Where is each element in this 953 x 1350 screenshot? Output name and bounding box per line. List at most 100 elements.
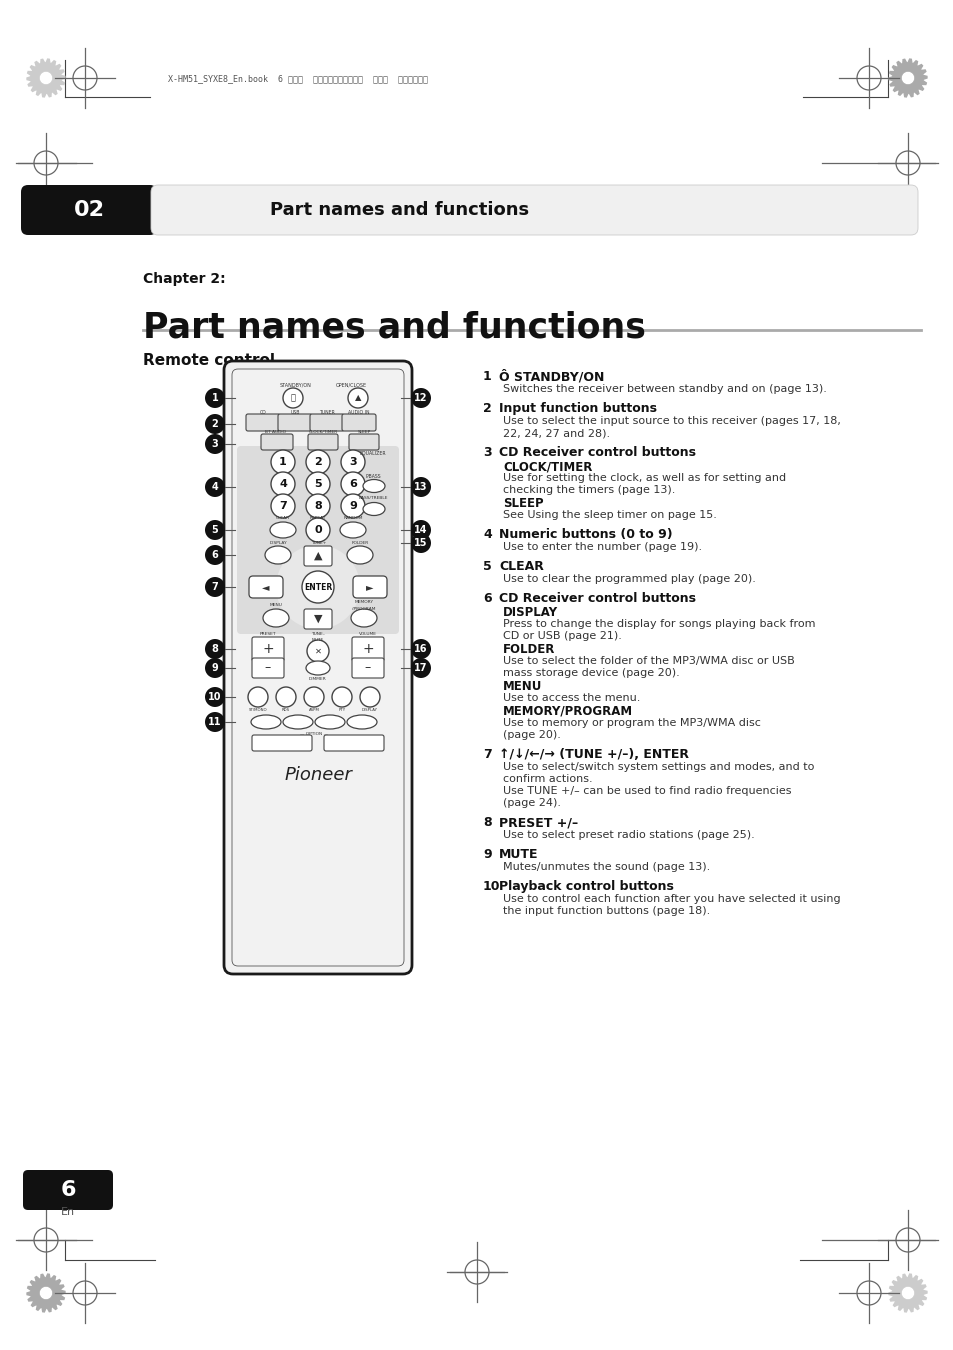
Text: 0: 0 — [314, 525, 321, 535]
Circle shape — [340, 472, 365, 495]
Text: 13: 13 — [414, 482, 427, 491]
Circle shape — [304, 687, 324, 707]
Ellipse shape — [283, 716, 313, 729]
Text: Use to access the menu.: Use to access the menu. — [502, 693, 639, 703]
Circle shape — [411, 387, 431, 408]
Text: 9: 9 — [482, 848, 491, 861]
Circle shape — [205, 687, 225, 707]
Ellipse shape — [347, 545, 373, 564]
Text: ⏻: ⏻ — [291, 393, 295, 402]
Text: DISPLAY: DISPLAY — [502, 606, 558, 620]
Ellipse shape — [270, 522, 295, 539]
Text: Press to change the display for songs playing back from: Press to change the display for songs pl… — [502, 620, 815, 629]
Circle shape — [411, 639, 431, 659]
Polygon shape — [888, 1274, 926, 1312]
Text: CD or USB (page 21).: CD or USB (page 21). — [502, 630, 621, 641]
Text: Use to select the input source to this receiver (pages 17, 18,: Use to select the input source to this r… — [502, 416, 840, 427]
FancyBboxPatch shape — [23, 1170, 112, 1210]
Text: Ô STANDBY/ON: Ô STANDBY/ON — [498, 370, 604, 383]
Text: DISPLAY: DISPLAY — [361, 707, 377, 711]
Text: Use for setting the clock, as well as for setting and: Use for setting the clock, as well as fo… — [502, 472, 785, 483]
Text: ↑/↓/←/→ (TUNE +/–), ENTER: ↑/↓/←/→ (TUNE +/–), ENTER — [498, 748, 688, 761]
Text: Numeric buttons (0 to 9): Numeric buttons (0 to 9) — [498, 528, 672, 541]
Text: ✕: ✕ — [314, 647, 321, 656]
Circle shape — [359, 687, 379, 707]
Text: MEMORY: MEMORY — [355, 599, 374, 603]
Circle shape — [340, 450, 365, 474]
Text: CLEAR: CLEAR — [498, 560, 543, 572]
Circle shape — [39, 1287, 52, 1300]
Text: EQUALIZER: EQUALIZER — [359, 451, 386, 455]
Text: –: – — [364, 662, 371, 675]
Text: (page 24).: (page 24). — [502, 798, 560, 809]
Text: PTY: PTY — [338, 707, 345, 711]
Text: Use to select the folder of the MP3/WMA disc or USB: Use to select the folder of the MP3/WMA … — [502, 656, 794, 666]
FancyBboxPatch shape — [252, 734, 312, 751]
Text: RANDOM: RANDOM — [343, 516, 362, 520]
Circle shape — [275, 687, 295, 707]
Text: En: En — [61, 1207, 75, 1216]
Text: PRESET +/–: PRESET +/– — [498, 815, 578, 829]
Text: See Using the sleep timer on page 15.: See Using the sleep timer on page 15. — [502, 510, 716, 520]
Text: Switches the receiver between standby and on (page 13).: Switches the receiver between standby an… — [502, 383, 826, 394]
Ellipse shape — [347, 716, 376, 729]
Text: DISPLAY: DISPLAY — [269, 541, 287, 545]
Text: CD Receiver control buttons: CD Receiver control buttons — [498, 446, 696, 459]
Text: 1: 1 — [482, 370, 491, 383]
Text: 10: 10 — [482, 880, 500, 892]
Text: Use to enter the number (page 19).: Use to enter the number (page 19). — [502, 541, 701, 552]
FancyBboxPatch shape — [353, 576, 387, 598]
Circle shape — [348, 387, 368, 408]
Circle shape — [205, 433, 225, 454]
Text: 10: 10 — [208, 693, 221, 702]
Text: confirm actions.: confirm actions. — [502, 774, 592, 784]
Circle shape — [306, 494, 330, 518]
Text: REPEAT: REPEAT — [310, 516, 326, 520]
Text: checking the timers (page 13).: checking the timers (page 13). — [502, 485, 675, 495]
Ellipse shape — [363, 502, 385, 516]
Text: BASS/TREBLE: BASS/TREBLE — [358, 495, 387, 500]
Text: 6: 6 — [482, 593, 491, 605]
FancyBboxPatch shape — [304, 609, 332, 629]
Text: 5: 5 — [314, 479, 321, 489]
Text: 4: 4 — [212, 482, 218, 491]
Text: ▲: ▲ — [355, 393, 361, 402]
Circle shape — [901, 1287, 914, 1300]
Text: 6: 6 — [349, 479, 356, 489]
Text: ENTER: ENTER — [304, 582, 332, 591]
Text: 8: 8 — [314, 501, 321, 512]
Text: ASPM: ASPM — [308, 707, 319, 711]
Text: Use to control each function after you have selected it using: Use to control each function after you h… — [502, 894, 840, 904]
Text: CLEAR: CLEAR — [275, 516, 290, 520]
Text: 3: 3 — [482, 446, 491, 459]
Text: Chapter 2:: Chapter 2: — [143, 271, 226, 286]
Circle shape — [340, 494, 365, 518]
Text: 1: 1 — [212, 393, 218, 404]
Text: X-HM51_SYXE8_En.book  6 ページ  ２０１３年３月２８日  木曜日  午後２時１分: X-HM51_SYXE8_En.book 6 ページ ２０１３年３月２８日 木曜… — [168, 74, 428, 84]
Text: ►: ► — [366, 582, 374, 593]
Circle shape — [411, 657, 431, 678]
Text: PRESET: PRESET — [259, 632, 276, 636]
Text: 14: 14 — [414, 525, 427, 535]
Circle shape — [332, 687, 352, 707]
Text: 6: 6 — [60, 1180, 75, 1200]
FancyBboxPatch shape — [308, 433, 337, 450]
Text: 7: 7 — [482, 748, 491, 761]
FancyBboxPatch shape — [261, 433, 293, 450]
Text: 3: 3 — [349, 458, 356, 467]
Circle shape — [306, 450, 330, 474]
Text: Input function buttons: Input function buttons — [498, 402, 657, 414]
Circle shape — [205, 711, 225, 732]
Circle shape — [275, 545, 359, 629]
Text: 1: 1 — [279, 458, 287, 467]
Circle shape — [205, 477, 225, 497]
Text: ▲: ▲ — [314, 551, 322, 562]
Text: ST/MONO: ST/MONO — [249, 707, 267, 711]
Circle shape — [306, 472, 330, 495]
Circle shape — [307, 640, 329, 662]
Polygon shape — [27, 1274, 65, 1312]
Ellipse shape — [251, 716, 281, 729]
Text: 02: 02 — [73, 200, 105, 220]
Text: Playback control buttons: Playback control buttons — [498, 880, 673, 892]
Text: Use to select/switch system settings and modes, and to: Use to select/switch system settings and… — [502, 761, 814, 772]
